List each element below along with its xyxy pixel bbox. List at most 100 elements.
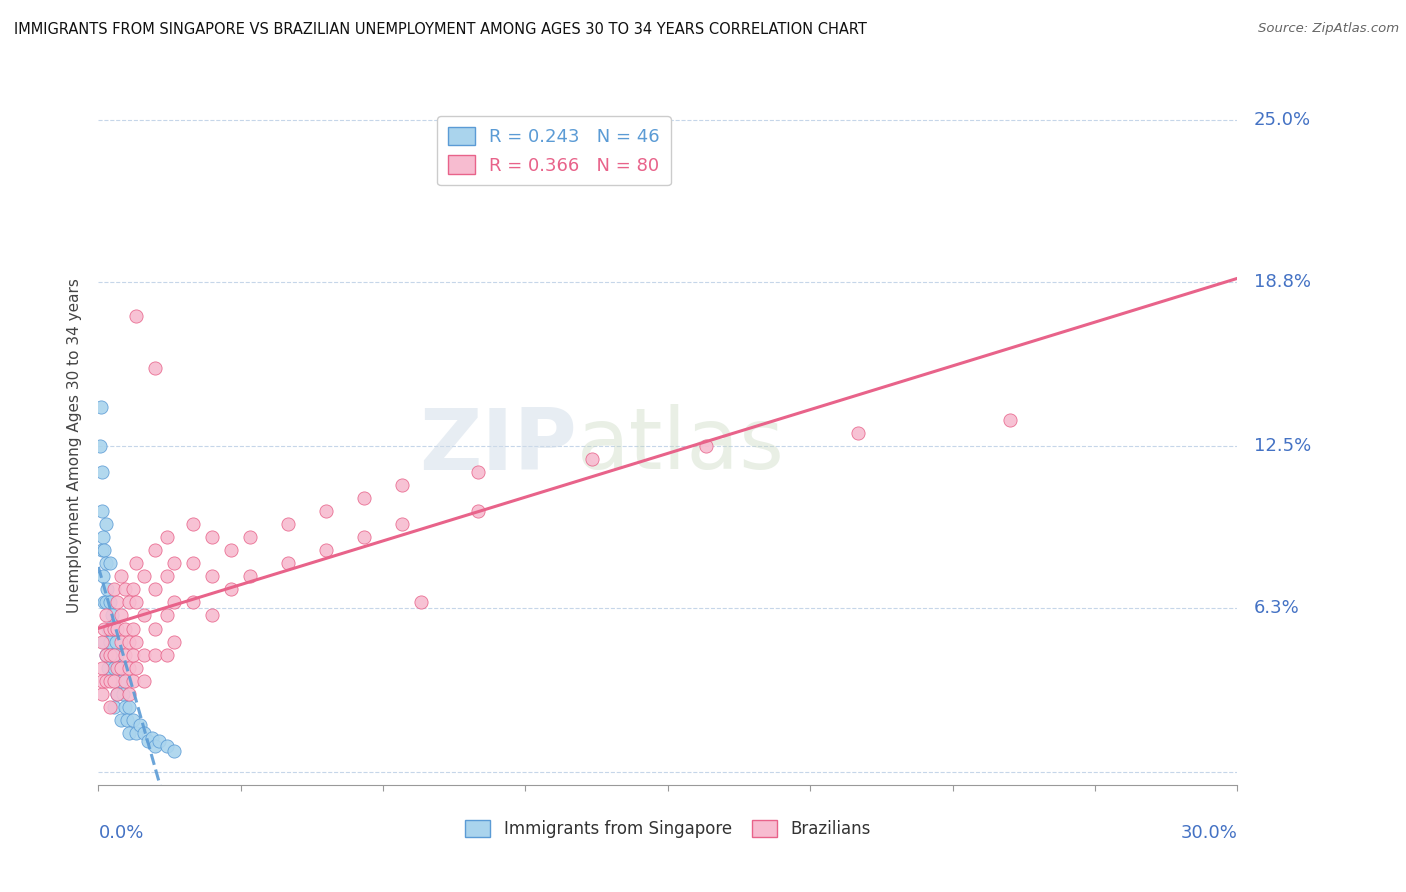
Point [221, 543, 243, 558]
Point [118, 595, 141, 609]
Point [201, 569, 224, 583]
Point [315, 543, 337, 558]
Point [90, 400, 112, 414]
Point [94, 673, 117, 688]
Point [125, 660, 148, 674]
Point [94, 595, 117, 609]
Point [315, 504, 337, 518]
Point [145, 622, 167, 636]
Point [115, 713, 138, 727]
Point [98, 595, 121, 609]
Point [145, 739, 167, 753]
Point [695, 439, 717, 453]
Point [107, 687, 129, 701]
Point [353, 530, 375, 544]
Point [114, 582, 136, 597]
Point [121, 673, 143, 688]
Point [183, 557, 205, 571]
Point [110, 569, 132, 583]
Point [94, 557, 117, 571]
Text: Source: ZipAtlas.com: Source: ZipAtlas.com [1258, 22, 1399, 36]
Text: 12.5%: 12.5% [1254, 437, 1312, 455]
Point [110, 634, 132, 648]
Point [91, 687, 114, 701]
Y-axis label: Unemployment Among Ages 30 to 34 years: Unemployment Among Ages 30 to 34 years [67, 278, 83, 614]
Point [277, 557, 299, 571]
Point [91, 530, 114, 544]
Point [104, 634, 127, 648]
Point [121, 582, 143, 597]
Point [141, 731, 163, 745]
Point [107, 660, 129, 674]
Point [156, 739, 179, 753]
Point [129, 718, 152, 732]
Point [118, 687, 141, 701]
Point [91, 465, 114, 479]
Point [100, 648, 122, 662]
Point [145, 648, 167, 662]
Point [391, 478, 413, 492]
Point [118, 726, 141, 740]
Point [93, 634, 115, 648]
Point [94, 648, 117, 662]
Point [91, 660, 114, 674]
Point [103, 622, 125, 636]
Point [145, 582, 167, 597]
Point [239, 569, 262, 583]
Point [98, 673, 121, 688]
Point [132, 648, 155, 662]
Point [103, 660, 125, 674]
Point [114, 648, 136, 662]
Point [239, 530, 262, 544]
Point [110, 608, 132, 623]
Point [118, 634, 141, 648]
Point [998, 413, 1021, 427]
Point [277, 517, 299, 532]
Point [107, 595, 129, 609]
Point [125, 634, 148, 648]
Point [132, 569, 155, 583]
Point [103, 582, 125, 597]
Point [118, 660, 141, 674]
Point [467, 465, 489, 479]
Point [103, 622, 125, 636]
Point [163, 557, 186, 571]
Point [183, 517, 205, 532]
Point [846, 425, 869, 440]
Text: 18.8%: 18.8% [1254, 273, 1310, 291]
Point [221, 582, 243, 597]
Point [91, 543, 114, 558]
Point [183, 595, 205, 609]
Point [103, 673, 125, 688]
Point [114, 622, 136, 636]
Point [98, 634, 121, 648]
Point [145, 360, 167, 375]
Point [125, 557, 148, 571]
Text: 30.0%: 30.0% [1181, 824, 1237, 842]
Point [107, 622, 129, 636]
Point [91, 504, 114, 518]
Point [125, 595, 148, 609]
Point [132, 608, 155, 623]
Point [110, 673, 132, 688]
Point [94, 648, 117, 662]
Point [125, 726, 148, 740]
Point [163, 634, 186, 648]
Text: 6.3%: 6.3% [1254, 599, 1299, 616]
Point [114, 699, 136, 714]
Point [353, 491, 375, 505]
Point [156, 608, 179, 623]
Point [163, 595, 186, 609]
Text: atlas: atlas [576, 404, 785, 488]
Point [91, 569, 114, 583]
Point [110, 713, 132, 727]
Point [107, 687, 129, 701]
Point [98, 557, 121, 571]
Point [108, 660, 131, 674]
Point [156, 648, 179, 662]
Point [391, 517, 413, 532]
Point [156, 530, 179, 544]
Point [201, 608, 224, 623]
Point [110, 660, 132, 674]
Point [121, 648, 143, 662]
